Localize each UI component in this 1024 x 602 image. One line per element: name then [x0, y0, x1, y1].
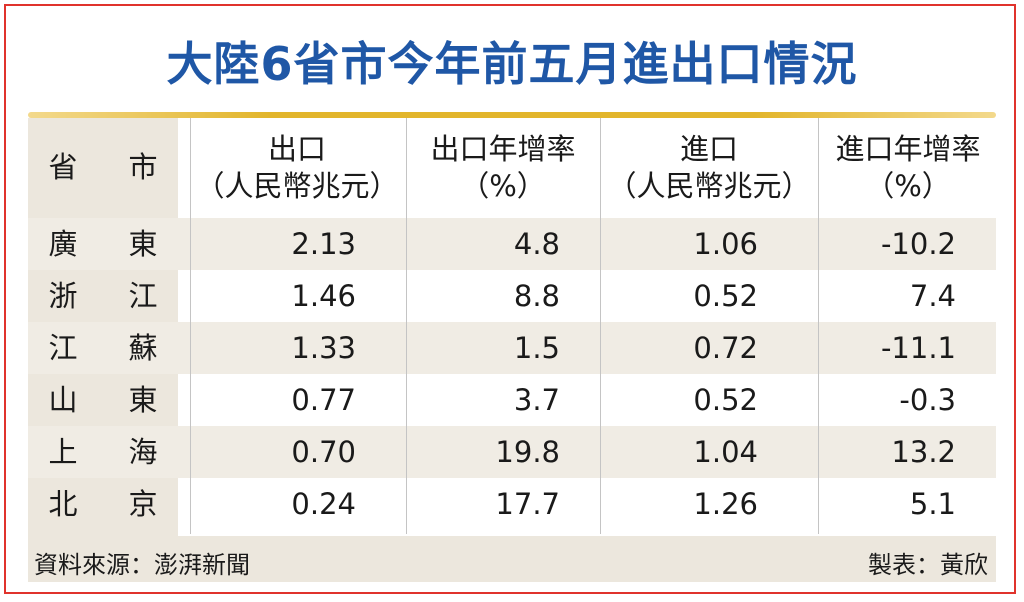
header-import-label: 進口 — [679, 131, 738, 166]
table-cell-import-growth: -10.2 — [880, 226, 956, 261]
table-cell-p: 北 — [48, 486, 78, 521]
table-cell-export: 1.33 — [291, 330, 356, 365]
table-cell-c: 東 — [128, 382, 158, 417]
table-cell-export-growth: 17.7 — [495, 486, 560, 521]
header-province: 省 — [48, 150, 78, 185]
table-cell-import: 1.04 — [693, 434, 758, 469]
chart-title: 大陸6省市今年前五月進出口情況 — [166, 37, 858, 91]
table-cell-import: 0.52 — [693, 278, 758, 313]
outer-frame — [4, 4, 1016, 594]
table-cell-c: 京 — [128, 486, 158, 521]
header-import-growth: 進口年增率 （%） — [820, 118, 996, 218]
source-note: 資料來源：澎湃新聞 — [34, 551, 250, 579]
table-cell-export-growth: 8.8 — [513, 278, 560, 313]
data-table: 省 市 出口 （人民幣兆元） 出口年增率 （%） 進口 （人民幣兆元） 進口年增… — [28, 118, 996, 582]
header-import: 進口 （人民幣兆元） — [602, 118, 816, 218]
column-divider — [600, 118, 601, 534]
header-import-growth-label: 進口年增率 — [835, 131, 981, 166]
header-export-growth: 出口年增率 （%） — [408, 118, 598, 218]
table-cell-c: 江 — [128, 278, 158, 313]
table-cell-import: 1.06 — [693, 226, 758, 261]
column-divider — [190, 118, 191, 534]
table-cell-p: 江 — [48, 330, 78, 365]
header-export-growth-unit: （%） — [460, 169, 546, 203]
header-export-unit: （人民幣兆元） — [195, 169, 399, 203]
row-band — [28, 426, 996, 478]
table-cell-import-growth: 7.4 — [909, 278, 956, 313]
table-cell-export: 0.70 — [291, 434, 356, 469]
table-cell-import: 0.52 — [693, 382, 758, 417]
maker-credit: 製表：黃欣 — [868, 551, 988, 579]
footer-bar: 資料來源：澎湃新聞 製表：黃欣 — [28, 536, 996, 582]
row-band — [28, 322, 996, 374]
table-cell-export: 2.13 — [291, 226, 356, 261]
table-cell-p: 上 — [48, 434, 78, 469]
table-cell-export: 1.46 — [291, 278, 356, 313]
table-cell-export-growth: 19.8 — [495, 434, 560, 469]
title-divider — [28, 112, 996, 118]
table-cell-c: 東 — [128, 226, 158, 261]
header-export-label: 出口 — [267, 131, 326, 166]
table-cell-import-growth: -0.3 — [899, 382, 956, 417]
header-city: 市 — [128, 150, 158, 185]
table-cell-export: 0.77 — [291, 382, 356, 417]
header-export: 出口 （人民幣兆元） — [190, 118, 404, 218]
table-cell-import: 1.26 — [693, 486, 758, 521]
header-export-growth-label: 出口年增率 — [430, 131, 576, 166]
table-cell-import: 0.72 — [693, 330, 758, 365]
row-band — [28, 218, 996, 270]
table-cell-c: 蘇 — [128, 330, 158, 365]
table-cell-export: 0.24 — [291, 486, 356, 521]
table-cell-export-growth: 4.8 — [513, 226, 560, 261]
column-divider — [818, 118, 819, 534]
table-cell-c: 海 — [128, 434, 158, 469]
table-cell-export-growth: 1.5 — [513, 330, 560, 365]
column-divider — [406, 118, 407, 534]
table-cell-import-growth: 13.2 — [891, 434, 956, 469]
header-import-growth-unit: （%） — [865, 169, 951, 203]
table-cell-export-growth: 3.7 — [513, 382, 560, 417]
header-import-unit: （人民幣兆元） — [607, 169, 811, 203]
table-cell-import-growth: -11.1 — [880, 330, 956, 365]
table-cell-p: 浙 — [48, 278, 78, 313]
table-cell-p: 廣 — [48, 226, 78, 261]
table-cell-p: 山 — [48, 382, 78, 417]
table-cell-import-growth: 5.1 — [909, 486, 956, 521]
